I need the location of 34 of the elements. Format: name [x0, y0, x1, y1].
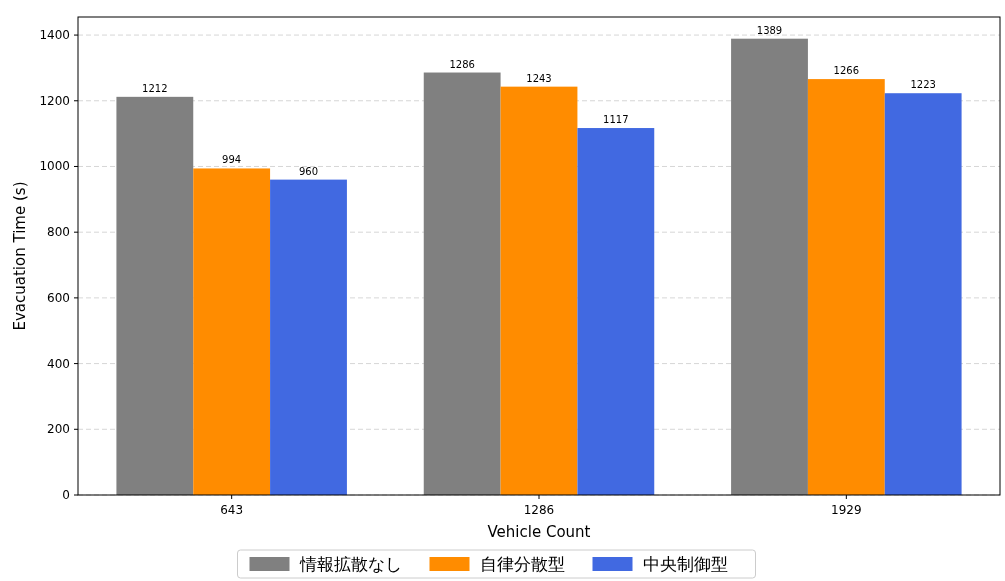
y-tick-label: 1400 [39, 28, 70, 43]
data-label: 1389 [756, 24, 783, 36]
legend-label: 自律分散型 [479, 554, 565, 574]
y-tick-label: 600 [47, 290, 70, 305]
bar [731, 38, 808, 495]
data-label: 1243 [526, 72, 552, 84]
data-label: 994 [222, 154, 242, 166]
data-label: 960 [298, 165, 319, 177]
bar [577, 128, 655, 495]
y-tick-label: 1000 [39, 159, 70, 174]
y-tick-label: 800 [47, 225, 70, 240]
bar [193, 168, 271, 495]
y-tick-label: 400 [47, 356, 70, 371]
y-tick-label: 1200 [39, 93, 70, 108]
bar [807, 79, 885, 495]
bar [423, 72, 501, 495]
bar [270, 179, 347, 495]
legend-label: 中央制御型 [642, 554, 728, 574]
bar [116, 96, 194, 495]
x-tick-label: 643 [220, 503, 244, 517]
data-label: 1266 [833, 65, 860, 77]
y-tick-label: 0 [62, 488, 70, 502]
y-axis-title: Evacuation Time (s) [11, 181, 29, 331]
data-label: 1223 [910, 79, 936, 91]
y-tick-label: 200 [47, 422, 70, 437]
bar [500, 86, 578, 495]
data-label: 1212 [142, 82, 168, 94]
data-label: 1286 [449, 58, 475, 70]
legend-label: 情報拡散なし [298, 554, 402, 574]
x-tick-label: 1929 [831, 503, 862, 517]
x-tick-label: 1286 [523, 503, 555, 517]
x-axis-title: Vehicle Count [487, 523, 591, 541]
bar [884, 93, 962, 495]
data-label: 1117 [603, 114, 629, 126]
